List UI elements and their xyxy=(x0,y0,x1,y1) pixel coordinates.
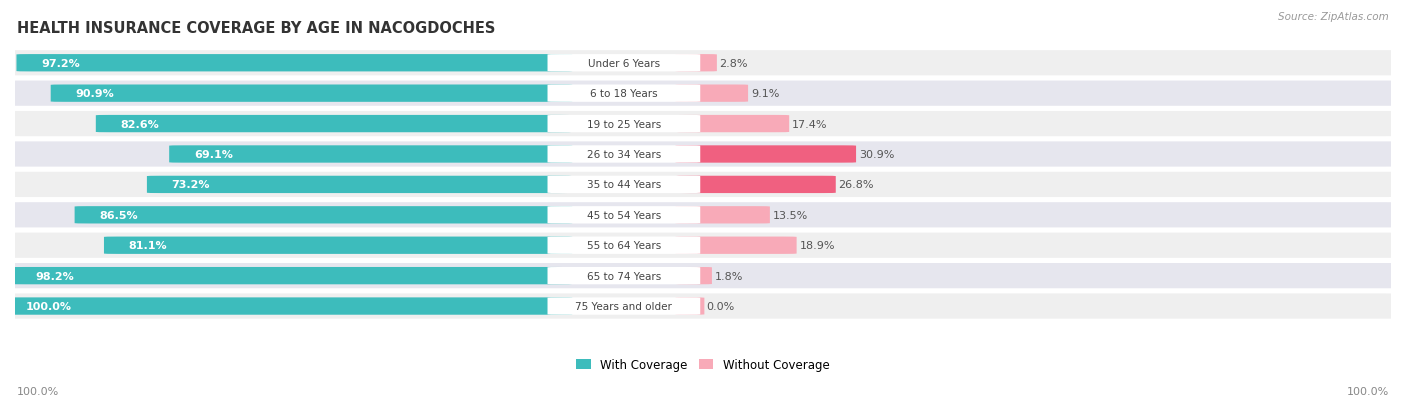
FancyBboxPatch shape xyxy=(547,85,700,102)
FancyBboxPatch shape xyxy=(104,237,572,254)
FancyBboxPatch shape xyxy=(11,267,572,285)
FancyBboxPatch shape xyxy=(75,206,572,224)
FancyBboxPatch shape xyxy=(0,51,1406,76)
FancyBboxPatch shape xyxy=(675,116,789,133)
Text: 100.0%: 100.0% xyxy=(17,387,59,396)
Text: 73.2%: 73.2% xyxy=(172,180,209,190)
FancyBboxPatch shape xyxy=(675,85,748,102)
Legend: With Coverage, Without Coverage: With Coverage, Without Coverage xyxy=(576,358,830,371)
Text: 19 to 25 Years: 19 to 25 Years xyxy=(586,119,661,129)
Text: 17.4%: 17.4% xyxy=(792,119,828,129)
FancyBboxPatch shape xyxy=(0,81,1406,107)
Text: Source: ZipAtlas.com: Source: ZipAtlas.com xyxy=(1278,12,1389,22)
FancyBboxPatch shape xyxy=(0,172,1406,197)
FancyBboxPatch shape xyxy=(675,146,856,163)
FancyBboxPatch shape xyxy=(96,116,572,133)
FancyBboxPatch shape xyxy=(0,203,1406,228)
Text: 65 to 74 Years: 65 to 74 Years xyxy=(586,271,661,281)
FancyBboxPatch shape xyxy=(146,176,572,194)
FancyBboxPatch shape xyxy=(51,85,572,102)
FancyBboxPatch shape xyxy=(547,298,700,315)
Text: 26.8%: 26.8% xyxy=(838,180,875,190)
FancyBboxPatch shape xyxy=(0,112,1406,137)
FancyBboxPatch shape xyxy=(0,263,1406,289)
Text: 97.2%: 97.2% xyxy=(41,59,80,69)
FancyBboxPatch shape xyxy=(0,142,1406,167)
FancyBboxPatch shape xyxy=(547,267,700,285)
FancyBboxPatch shape xyxy=(0,294,1406,319)
FancyBboxPatch shape xyxy=(1,298,572,315)
Text: Under 6 Years: Under 6 Years xyxy=(588,59,659,69)
Text: 30.9%: 30.9% xyxy=(859,150,894,159)
FancyBboxPatch shape xyxy=(675,206,770,224)
Text: 0.0%: 0.0% xyxy=(706,301,734,311)
Text: 13.5%: 13.5% xyxy=(773,210,808,220)
Text: 9.1%: 9.1% xyxy=(751,89,779,99)
Text: 90.9%: 90.9% xyxy=(76,89,114,99)
Text: 100.0%: 100.0% xyxy=(1347,387,1389,396)
Text: 26 to 34 Years: 26 to 34 Years xyxy=(586,150,661,159)
FancyBboxPatch shape xyxy=(675,237,797,254)
Text: 82.6%: 82.6% xyxy=(121,119,159,129)
Text: 2.8%: 2.8% xyxy=(720,59,748,69)
FancyBboxPatch shape xyxy=(547,116,700,133)
Text: 55 to 64 Years: 55 to 64 Years xyxy=(586,241,661,251)
Text: 86.5%: 86.5% xyxy=(100,210,138,220)
Text: HEALTH INSURANCE COVERAGE BY AGE IN NACOGDOCHES: HEALTH INSURANCE COVERAGE BY AGE IN NACO… xyxy=(17,21,495,36)
FancyBboxPatch shape xyxy=(0,233,1406,258)
FancyBboxPatch shape xyxy=(547,176,700,194)
FancyBboxPatch shape xyxy=(675,176,835,194)
FancyBboxPatch shape xyxy=(17,55,572,72)
FancyBboxPatch shape xyxy=(547,146,700,163)
Text: 6 to 18 Years: 6 to 18 Years xyxy=(591,89,658,99)
FancyBboxPatch shape xyxy=(675,267,711,285)
FancyBboxPatch shape xyxy=(675,298,704,315)
Text: 45 to 54 Years: 45 to 54 Years xyxy=(586,210,661,220)
FancyBboxPatch shape xyxy=(547,206,700,224)
Text: 81.1%: 81.1% xyxy=(129,241,167,251)
FancyBboxPatch shape xyxy=(675,55,717,72)
Text: 98.2%: 98.2% xyxy=(35,271,75,281)
Text: 18.9%: 18.9% xyxy=(800,241,835,251)
FancyBboxPatch shape xyxy=(547,55,700,72)
FancyBboxPatch shape xyxy=(547,237,700,254)
Text: 35 to 44 Years: 35 to 44 Years xyxy=(586,180,661,190)
FancyBboxPatch shape xyxy=(169,146,572,163)
Text: 100.0%: 100.0% xyxy=(25,301,72,311)
Text: 75 Years and older: 75 Years and older xyxy=(575,301,672,311)
Text: 69.1%: 69.1% xyxy=(194,150,233,159)
Text: 1.8%: 1.8% xyxy=(714,271,742,281)
